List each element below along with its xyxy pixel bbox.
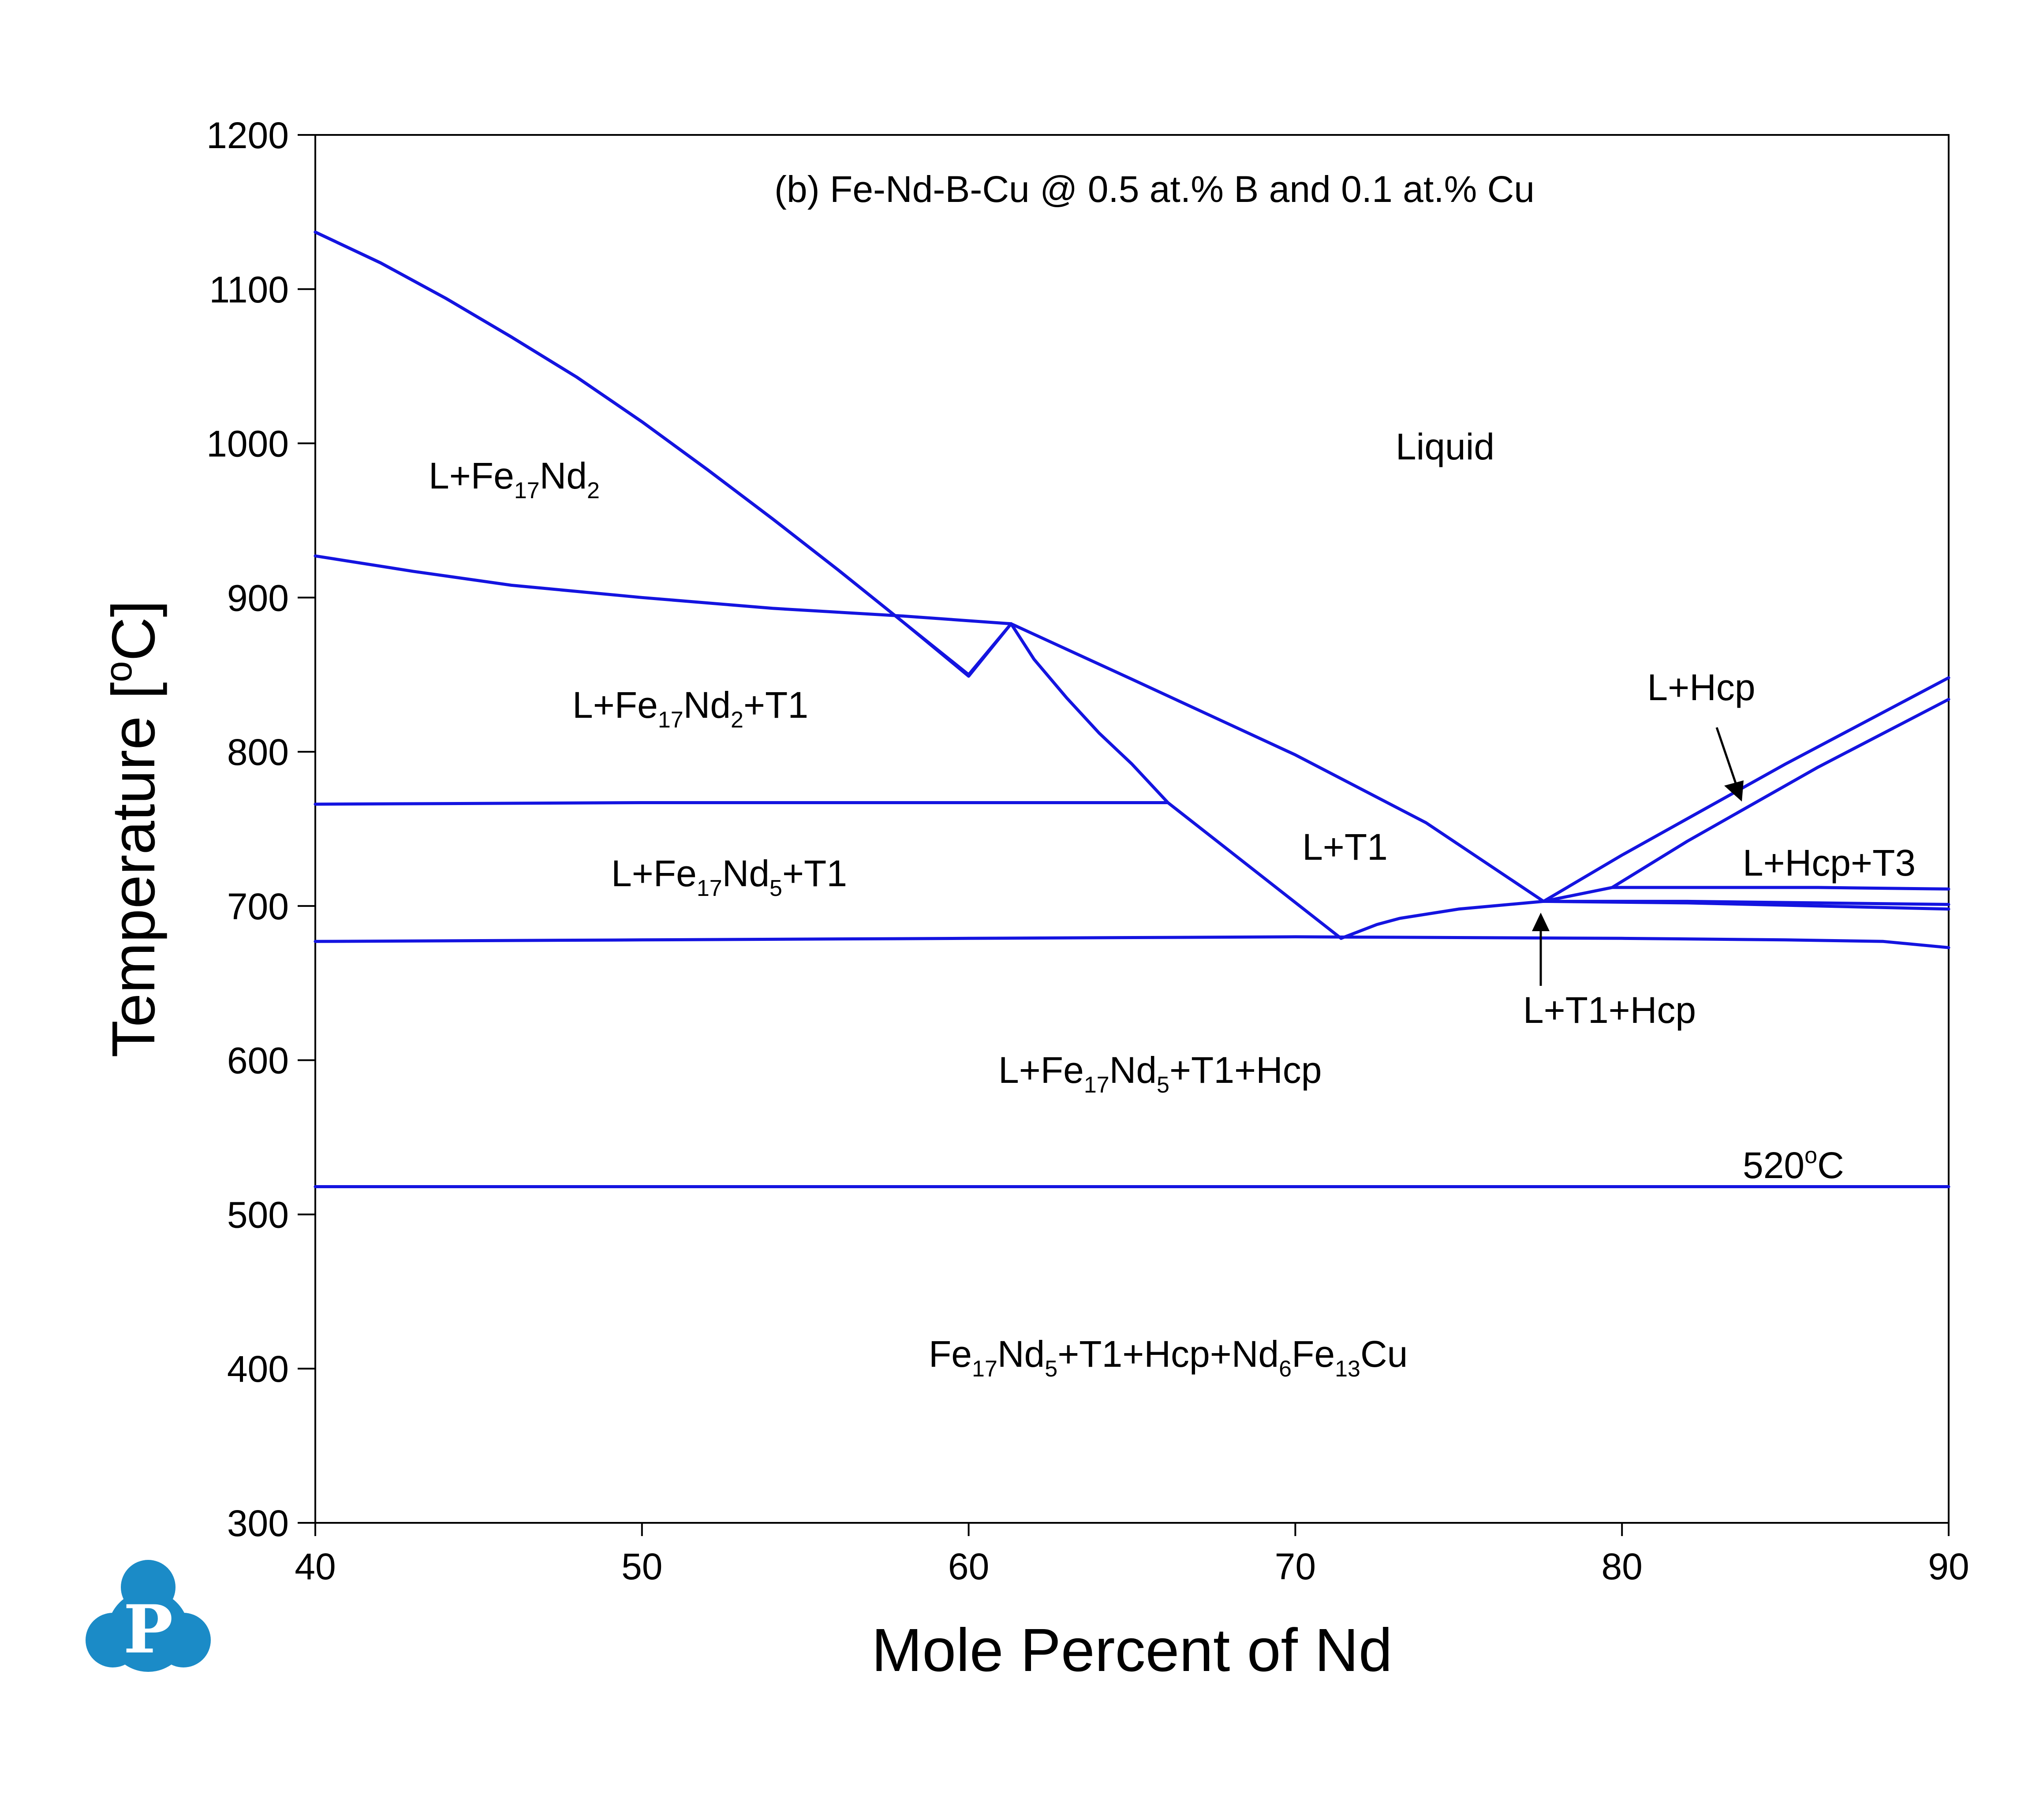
label-l-hcp: L+Hcp [1647,667,1755,708]
series-liquidus-hcp [1542,676,1950,903]
x-tick-label: 90 [1928,1546,1969,1587]
x-tick-label: 70 [1275,1546,1316,1587]
logo-letter: P [123,1591,173,1668]
y-tick-label: 1200 [206,115,289,156]
label-liquid: Liquid [1396,426,1494,467]
label-solid-region: Fe17Nd5+T1+Hcp+Nd6Fe13Cu [929,1333,1408,1382]
logo: P [86,1560,211,1672]
x-tick-label: 60 [948,1546,989,1587]
y-axis-title-unit: C] [100,600,168,661]
label-l-hcp-t3: L+Hcp+T3 [1743,842,1916,884]
y-tick-label: 300 [227,1503,289,1544]
series-t1-boundary [1009,622,1343,940]
axis-ticks: 40 50 60 70 80 90 300 400 500 600 700 800 900 1000 110… [206,115,1969,1587]
series-l-t1-hcp-lower [1542,899,1950,911]
series-liquidus-fe17nd2 [314,230,1013,676]
y-axis-title-main: Temperature [ [100,682,168,1057]
series-t3-start [1610,886,1950,891]
y-tick-label: 700 [227,886,289,927]
series-t1-hcp-boundary [1339,899,1545,940]
x-tick-label: 40 [295,1546,336,1587]
series-liquidus-fe17nd2-fix [314,230,1013,678]
x-axis-title: Mole Percent of Nd [871,1616,1392,1684]
phase-boundaries [314,230,1950,1188]
series-liquidus-t1 [1009,622,1545,903]
plot-frame [314,134,1950,1524]
label-l-fe17nd2: L+Fe17Nd2 [429,455,600,503]
y-tick-label: 800 [227,731,289,773]
arrow-l-hcp [1715,727,1744,802]
y-tick-label: 900 [227,577,289,619]
x-tick-label: 50 [621,1546,662,1587]
x-tick-label: 80 [1601,1546,1642,1587]
y-axis-title-degree: o [97,661,140,682]
y-tick-label: 1100 [209,269,289,310]
y-axis-title: Temperature [oC] [97,600,168,1057]
y-tick-label: 400 [227,1348,289,1390]
label-l-fe17nd5-t1: L+Fe17Nd5+T1 [611,853,847,901]
label-l-t1: L+T1 [1302,826,1388,868]
y-tick-label: 600 [227,1040,289,1082]
series-fe17nd2-boundary [314,554,1013,626]
series-hcp-t3-boundary [1542,697,1950,903]
label-l-fe17nd5-t1-hcp: L+Fe17Nd5+T1+Hcp [998,1049,1322,1098]
label-l-fe17nd2-t1: L+Fe17Nd2+T1 [572,684,808,733]
label-520c: 520oC [1743,1143,1844,1186]
label-l-t1-hcp: L+T1+Hcp [1523,989,1696,1031]
y-tick-label: 500 [227,1194,289,1235]
y-tick-label: 1000 [206,423,289,465]
chart-title: (b) Fe-Nd-B-Cu @ 0.5 at.% B and 0.1 at.%… [774,168,1535,210]
series-ternary-eutectic [314,935,1950,949]
arrow-l-t1-hcp [1532,913,1550,986]
series-fe17nd5-start [314,801,1169,806]
